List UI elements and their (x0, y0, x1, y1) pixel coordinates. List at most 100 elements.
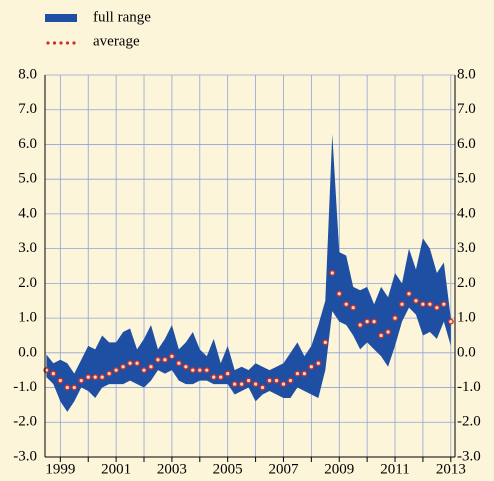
average-dot (71, 384, 78, 391)
average-dot (294, 370, 301, 377)
average-dot (301, 370, 308, 377)
average-dot (287, 377, 294, 384)
y-tick-label: -3.0 (13, 448, 37, 464)
legend-swatch (65, 41, 70, 45)
average-dot (57, 377, 64, 384)
range-area (46, 134, 451, 412)
x-tick-label: 2009 (324, 461, 354, 477)
average-dot (141, 367, 148, 374)
average-dot (210, 374, 217, 381)
average-dot (154, 356, 161, 363)
y-tick-label: 4.0 (18, 205, 37, 221)
legend-label: average (93, 33, 140, 49)
average-dot (92, 374, 99, 381)
average-dot (308, 363, 315, 370)
x-tick-label: 2011 (380, 461, 409, 477)
average-dot (78, 377, 85, 384)
x-tick-label: 2013 (436, 461, 466, 477)
legend-swatch (46, 41, 50, 45)
average-dot (280, 381, 287, 388)
y2-tick-label: 6.0 (457, 136, 476, 152)
y-tick-label: 1.0 (18, 310, 37, 326)
y-tick-label: 8.0 (18, 66, 37, 82)
average-dot (371, 318, 378, 325)
average-dot (231, 381, 238, 388)
average-dot (259, 384, 266, 391)
x-tick-label: 2007 (268, 461, 299, 477)
legend-swatch (72, 41, 76, 45)
average-dot (99, 374, 106, 381)
y-tick-label: 2.0 (18, 275, 37, 291)
x-tick-label: 1999 (45, 461, 75, 477)
average-dot (447, 318, 454, 325)
y2-tick-label: 0.0 (457, 344, 476, 360)
average-dot (329, 269, 336, 276)
average-dot (378, 332, 385, 339)
average-dot (350, 304, 357, 311)
x-tick-label: 2003 (157, 461, 187, 477)
average-dot (364, 318, 371, 325)
y2-tick-label: 7.0 (457, 101, 476, 117)
average-dot (168, 353, 175, 360)
y-tick-label: 0.0 (18, 344, 37, 360)
y2-tick-label: 1.0 (457, 310, 476, 326)
average-dot (127, 360, 134, 367)
average-dot (399, 301, 406, 308)
average-dot (273, 377, 280, 384)
average-dot (196, 367, 203, 374)
average-dot (106, 370, 113, 377)
y2-tick-label: -1.0 (457, 379, 481, 395)
average-dot (412, 297, 419, 304)
y-tick-label: 6.0 (18, 136, 37, 152)
average-dot (245, 377, 252, 384)
y-tick-label: -1.0 (13, 379, 37, 395)
average-dot (405, 290, 412, 297)
y-tick-label: 3.0 (18, 240, 37, 256)
average-dot (252, 381, 259, 388)
average-dot (175, 360, 182, 367)
average-dot (64, 384, 71, 391)
average-dot (336, 290, 343, 297)
average-dot (385, 328, 392, 335)
average-dot (113, 367, 120, 374)
average-dot (426, 301, 433, 308)
average-dot (238, 381, 245, 388)
x-tick-label: 2005 (213, 461, 243, 477)
legend-swatch (52, 41, 57, 45)
average-dot (343, 301, 350, 308)
average-dot (266, 377, 273, 384)
y-tick-label: 5.0 (18, 171, 37, 187)
average-dot (217, 374, 224, 381)
average-dot (85, 374, 92, 381)
y2-tick-label: -2.0 (457, 414, 481, 430)
y2-tick-label: 3.0 (457, 240, 476, 256)
y2-tick-label: 4.0 (457, 205, 476, 221)
average-dot (50, 370, 57, 377)
legend-label: full range (93, 9, 151, 25)
average-dot (147, 363, 154, 370)
legend-swatch (45, 14, 77, 22)
legend-swatch (59, 41, 63, 45)
average-dot (322, 339, 329, 346)
average-dot (203, 367, 210, 374)
average-dot (189, 367, 196, 374)
y-tick-label: -2.0 (13, 414, 37, 430)
average-dot (134, 360, 141, 367)
average-dot (419, 301, 426, 308)
x-tick-label: 2001 (101, 461, 131, 477)
plot-background (45, 75, 455, 457)
average-dot (433, 304, 440, 311)
y2-tick-label: 8.0 (457, 66, 476, 82)
average-dot (224, 370, 231, 377)
y2-tick-label: 2.0 (457, 275, 476, 291)
average-dot (440, 301, 447, 308)
y2-tick-label: -3.0 (457, 448, 481, 464)
average-dot (182, 363, 189, 370)
y-tick-label: 7.0 (18, 101, 37, 117)
average-dot (120, 363, 127, 370)
average-dot (392, 315, 399, 322)
average-dot (161, 356, 168, 363)
y2-tick-label: 5.0 (457, 171, 476, 187)
average-dot (357, 322, 364, 329)
